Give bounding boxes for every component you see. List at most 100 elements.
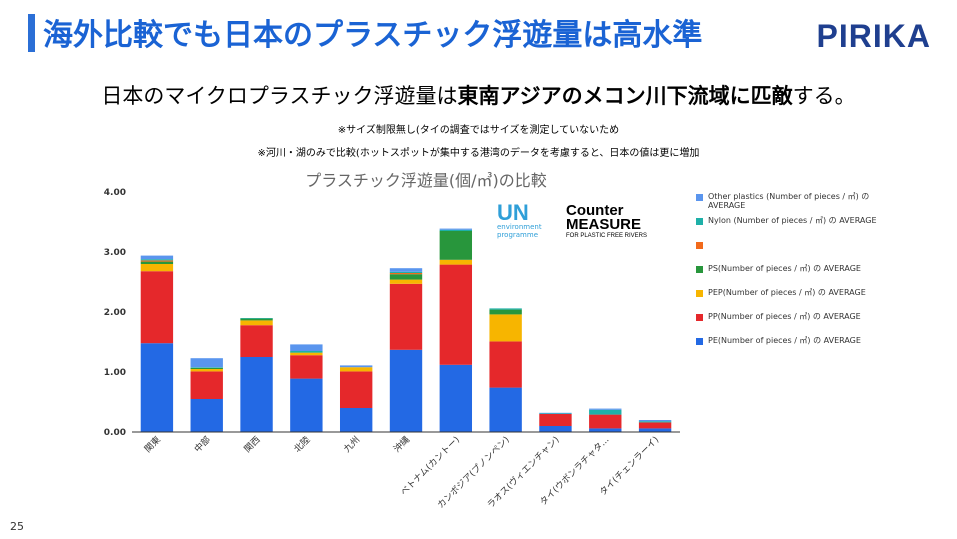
un-environment-logo: UN environment programme	[497, 200, 542, 240]
subtitle-bold: 東南アジアのメコン川下流域に匹敵	[457, 84, 793, 108]
bar-segment	[290, 351, 323, 353]
legend-item: Nylon (Number of pieces / ㎥) の AVERAGE	[696, 216, 896, 234]
x-tick-label: 沖縄	[391, 434, 412, 455]
legend-swatch	[696, 242, 703, 249]
bar-segment	[489, 314, 522, 342]
legend-item: Other plastics (Number of pieces / ㎥) の …	[696, 192, 896, 210]
bar-segment	[489, 308, 522, 310]
bar-segment	[638, 420, 672, 422]
brand-logo: PIRIKA	[816, 18, 931, 54]
bar-segment	[389, 283, 423, 350]
bar-segment	[290, 355, 323, 379]
bar-segment	[589, 409, 622, 415]
subtitle-plain: 日本のマイクロプラスチック浮遊量は	[101, 84, 458, 108]
bar-segment	[439, 229, 473, 231]
bar-segment	[539, 426, 572, 432]
bar-segment	[638, 422, 672, 429]
legend-item: PP(Number of pieces / ㎥) の AVERAGE	[696, 312, 896, 330]
legend-label: PP(Number of pieces / ㎥) の AVERAGE	[708, 312, 861, 321]
bar-segment	[439, 228, 473, 230]
y-tick-label: 1.00	[104, 368, 126, 378]
bar-segment	[240, 325, 273, 357]
bar-segment	[539, 413, 572, 414]
bar-segment	[589, 408, 622, 410]
stacked-bar-chart: プラスチック浮遊量(個/㎥)の比較 0.00 1.00 2.00 3.00 4.00 関東 中…	[104, 171, 680, 511]
bar-segment	[190, 371, 223, 399]
bar-segment	[339, 367, 373, 372]
bar-segment	[290, 352, 323, 356]
x-tick-label: 中部	[192, 434, 213, 455]
un-logo-text: UN	[497, 200, 529, 225]
bar-segment	[240, 318, 273, 319]
note-rivers: ※河川・湖のみで比較(ホットスポットが集中する港湾のデータを考慮すると、日本の値…	[257, 148, 700, 159]
bar-segment	[140, 271, 174, 344]
subtitle: 日本のマイクロプラスチック浮遊量は東南アジアのメコン川下流域に匹敵する。	[0, 80, 957, 110]
bar-segment	[638, 421, 672, 423]
bar-segment	[389, 279, 423, 284]
un-logo-line1: environment	[497, 223, 542, 231]
bar-segment	[339, 408, 373, 432]
bar-segment	[539, 412, 572, 414]
bar-segment	[290, 378, 323, 432]
bar-segment	[439, 231, 473, 260]
y-tick-label: 0.00	[104, 428, 126, 438]
y-tick-label: 4.00	[104, 188, 126, 198]
un-logo-line2: programme	[497, 231, 539, 239]
y-tick-label: 2.00	[104, 308, 126, 318]
legend-label: Nylon (Number of pieces / ㎥) の AVERAGE	[708, 216, 877, 225]
legend-swatch	[696, 290, 703, 297]
bar-segment	[489, 309, 522, 315]
legend-swatch	[696, 266, 703, 273]
bar-segment	[339, 371, 373, 408]
bar-segment	[190, 367, 223, 369]
cm-logo-line1: Counter	[566, 202, 624, 219]
legend-item: PE(Number of pieces / ㎥) の AVERAGE	[696, 336, 896, 354]
bar-segment	[389, 273, 423, 275]
bar-segment	[240, 318, 273, 321]
bar-segment	[140, 260, 174, 262]
subtitle-end: する。	[792, 84, 856, 108]
bar-segment	[389, 271, 423, 273]
bar-segment	[290, 352, 323, 353]
legend-label: PE(Number of pieces / ㎥) の AVERAGE	[708, 336, 861, 345]
legend-item	[696, 240, 896, 258]
page-number: 25	[10, 520, 24, 533]
bar-segment	[140, 343, 174, 432]
title-accent-bar	[28, 14, 35, 52]
bar-segment	[489, 387, 522, 432]
bar-segment	[539, 414, 572, 426]
bar-segment	[389, 268, 423, 272]
legend-item: PS(Number of pieces / ㎥) の AVERAGE	[696, 264, 896, 282]
bar-segment	[240, 357, 273, 432]
x-tick-label: 関東	[142, 434, 163, 455]
legend-swatch	[696, 218, 703, 225]
legend-label: Other plastics (Number of pieces / ㎥) の …	[708, 192, 870, 210]
countermeasure-logo: Counter MEASURE FOR PLASTIC FREE RIVERS	[566, 202, 648, 240]
note-size: ※サイズ制限無し(タイの調査ではサイズを測定していないため	[337, 125, 620, 136]
bar-segment	[389, 274, 423, 280]
bar-segment	[190, 367, 223, 368]
legend-swatch	[696, 314, 703, 321]
bar-segment	[140, 259, 174, 261]
bar-segment	[589, 414, 622, 429]
bar-segment	[589, 428, 622, 432]
legend-label: PS(Number of pieces / ㎥) の AVERAGE	[708, 264, 861, 273]
bar-segment	[140, 264, 174, 272]
bar-segment	[389, 349, 423, 432]
cm-logo-line3: FOR PLASTIC FREE RIVERS	[566, 233, 648, 239]
legend-swatch	[696, 338, 703, 345]
legend-swatch	[696, 194, 703, 201]
x-tick-label: 九州	[342, 434, 363, 455]
legend-label: PEP(Number of pieces / ㎥) の AVERAGE	[708, 288, 866, 297]
bar-segment	[439, 364, 473, 432]
bar-segment	[489, 341, 522, 388]
bar-segment	[140, 255, 174, 260]
chart-title: プラスチック浮遊量(個/㎥)の比較	[305, 171, 547, 190]
cm-logo-line2: MEASURE	[566, 216, 642, 233]
bar-segment	[240, 320, 273, 326]
bar-segment	[190, 369, 223, 372]
y-tick-label: 3.00	[104, 248, 126, 258]
page-title: 海外比較でも日本のプラスチック浮遊量は高水準	[43, 18, 703, 53]
bar-segment	[339, 365, 373, 368]
x-tick-label: 北陸	[291, 434, 312, 455]
